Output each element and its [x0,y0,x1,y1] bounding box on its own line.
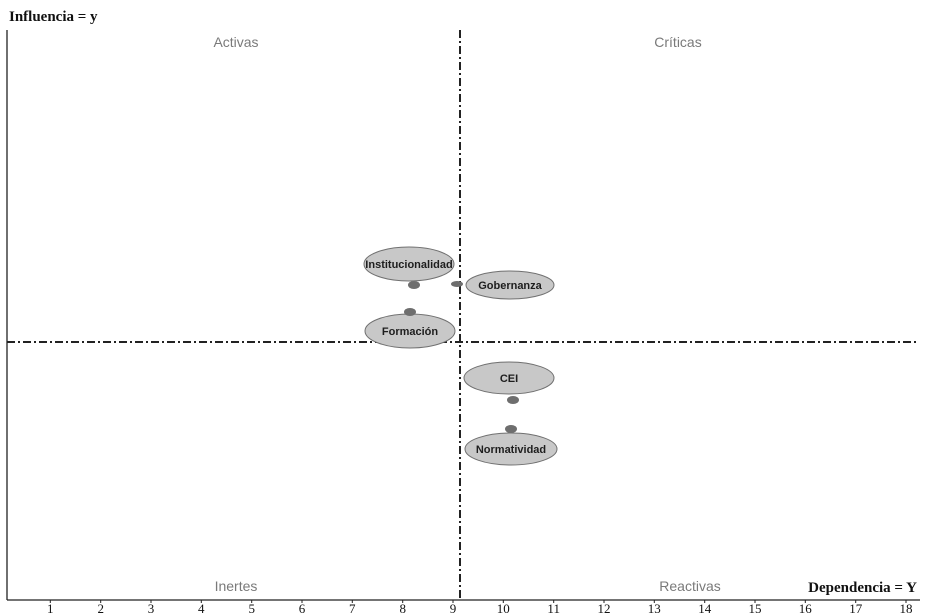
x-tick-label: 11 [547,601,560,616]
quadrant-label-inertes: Inertes [215,578,258,594]
x-tick-label: 4 [198,601,205,616]
x-tick-label: 14 [698,601,712,616]
x-tick-label: 17 [849,601,863,616]
x-tick-label: 10 [497,601,510,616]
label-bubble-cei [463,361,555,395]
x-tick-label: 15 [749,601,762,616]
point-group-cei: CEI [463,361,555,404]
label-cei: CEI [500,373,518,385]
x-tick-label: 7 [349,601,356,616]
point-formacion [404,308,416,316]
point-group-institucionalidad: Institucionalidad [363,246,455,289]
x-tick-label: 3 [148,601,155,616]
point-group-normatividad: Normatividad [464,425,558,466]
x-axis-title: Dependencia = Y [808,580,917,596]
x-tick-label: 18 [900,601,913,616]
label-bubble-institucionalidad [363,246,455,282]
x-tick-label: 12 [598,601,611,616]
point-institucionalidad [408,281,420,289]
quadrant-label-activas: Activas [213,34,258,50]
point-gobernanza [451,281,463,287]
x-tick-label: 9 [450,601,457,616]
quadrant-label-reactivas: Reactivas [659,578,720,594]
x-tick-label: 2 [97,601,104,616]
x-tick-label: 6 [299,601,306,616]
point-normatividad [505,425,517,433]
x-tick-label: 13 [648,601,661,616]
x-tick-labels: 1 2 3 4 5 6 7 8 9 10 11 12 13 14 15 16 17 18 [47,600,913,616]
label-institucionalidad: Institucionalidad [365,259,452,271]
point-group-gobernanza: Gobernanza [451,270,555,300]
x-tick-label: 1 [47,601,54,616]
label-gobernanza: Gobernanza [478,280,542,292]
y-axis-title: Influencia = y [9,9,98,25]
x-tick-label: 8 [399,601,406,616]
point-group-formacion: Formación [364,308,456,349]
label-formacion: Formación [382,326,439,338]
label-normatividad: Normatividad [476,444,546,456]
point-cei [507,396,519,404]
x-tick-label: 16 [799,601,813,616]
x-tick-label: 5 [248,601,255,616]
quadrant-label-criticas: Críticas [654,34,701,50]
label-bubble-gobernanza [465,270,555,300]
